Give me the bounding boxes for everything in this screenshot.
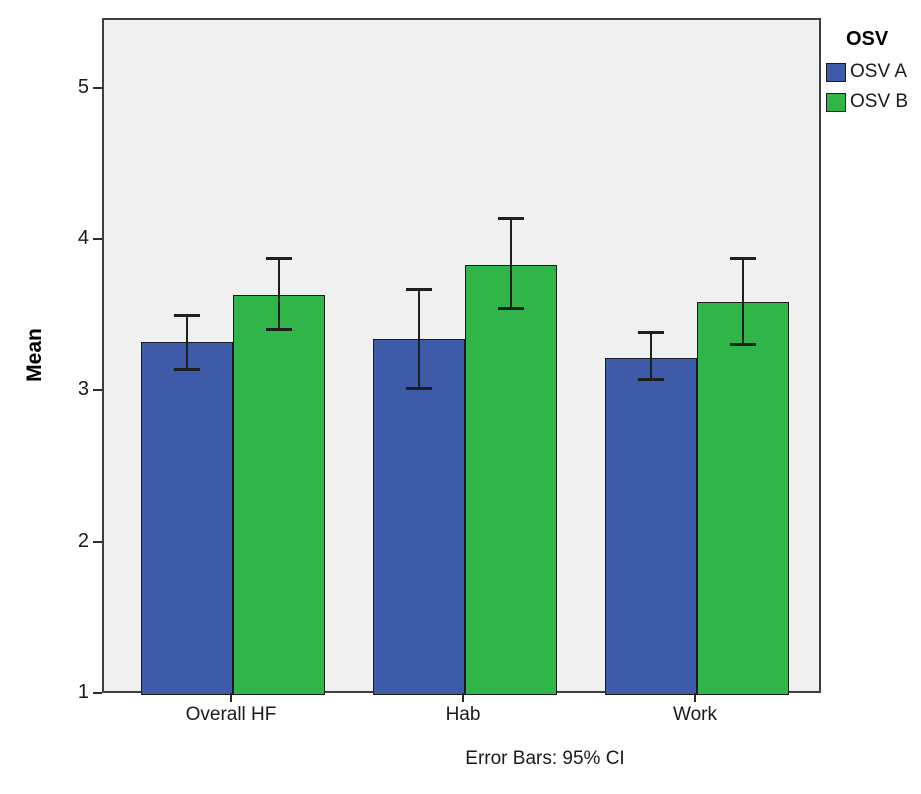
error-bar-osv-b-0-cap-bottom — [266, 328, 292, 332]
error-bar-osv-a-1-cap-bottom — [406, 387, 432, 391]
error-bar-osv-b-2-cap-bottom — [730, 343, 756, 347]
y-tick-label-4: 4 — [77, 226, 89, 249]
bar-osv-b-1 — [465, 265, 557, 695]
legend-swatch-osv-a — [826, 62, 846, 82]
error-bar-osv-a-0-whisker — [186, 315, 188, 370]
error-bars-footnote: Error Bars: 95% CI — [465, 748, 625, 769]
error-bar-osv-a-2-cap-bottom — [638, 378, 664, 382]
x-tick-mark-2 — [694, 693, 696, 702]
legend-title: OSV — [846, 28, 889, 50]
error-bar-osv-b-0-whisker — [278, 257, 280, 331]
y-tick-label-5: 5 — [77, 75, 89, 98]
legend-item-osv-b: OSV B — [826, 91, 921, 113]
x-tick-mark-0 — [230, 693, 232, 702]
y-tick-mark-5 — [93, 86, 102, 89]
bar-osv-b-0 — [233, 295, 325, 695]
error-bar-osv-a-1-whisker — [418, 289, 420, 390]
y-tick-label-2: 2 — [77, 529, 89, 552]
error-bar-osv-a-0-cap-top — [174, 314, 200, 318]
error-bar-osv-a-0-cap-bottom — [174, 367, 200, 371]
x-tick-label-2: Work — [673, 704, 717, 725]
x-tick-mark-1 — [462, 693, 464, 702]
error-bar-osv-b-2-cap-top — [730, 256, 756, 260]
error-bar-osv-a-2-cap-top — [638, 330, 664, 334]
legend-label-osv-b: OSV B — [850, 91, 909, 112]
y-tick-mark-1 — [93, 692, 102, 694]
y-tick-mark-2 — [93, 540, 102, 543]
error-bar-osv-b-0-cap-top — [266, 256, 292, 260]
legend-item-osv-a: OSV A — [826, 61, 921, 83]
y-tick-label-1: 1 — [77, 681, 89, 703]
legend-label-osv-a: OSV A — [850, 61, 908, 82]
error-bar-osv-b-2-whisker — [742, 257, 744, 346]
legend: OSV OSV A OSV B — [826, 28, 921, 121]
y-tick-mark-4 — [93, 237, 102, 240]
y-axis-title: Mean — [23, 328, 46, 382]
error-bar-osv-a-1-cap-top — [406, 288, 432, 292]
x-tick-label-1: Hab — [445, 704, 481, 725]
bar-osv-a-1 — [373, 339, 465, 695]
legend-swatch-osv-b — [826, 92, 846, 112]
error-bar-osv-b-1-cap-top — [498, 217, 524, 221]
bar-osv-a-0 — [141, 342, 233, 695]
bar-osv-a-2 — [605, 357, 697, 695]
bar-osv-b-2 — [697, 301, 789, 695]
error-bar-osv-a-2-whisker — [650, 331, 652, 381]
error-bar-osv-b-1-whisker — [510, 218, 512, 310]
x-tick-label-0: Overall HF — [185, 704, 277, 725]
plot-area — [102, 18, 821, 695]
y-tick-mark-3 — [93, 389, 102, 392]
y-tick-label-3: 3 — [77, 378, 89, 401]
error-bar-osv-b-1-cap-bottom — [498, 307, 524, 311]
